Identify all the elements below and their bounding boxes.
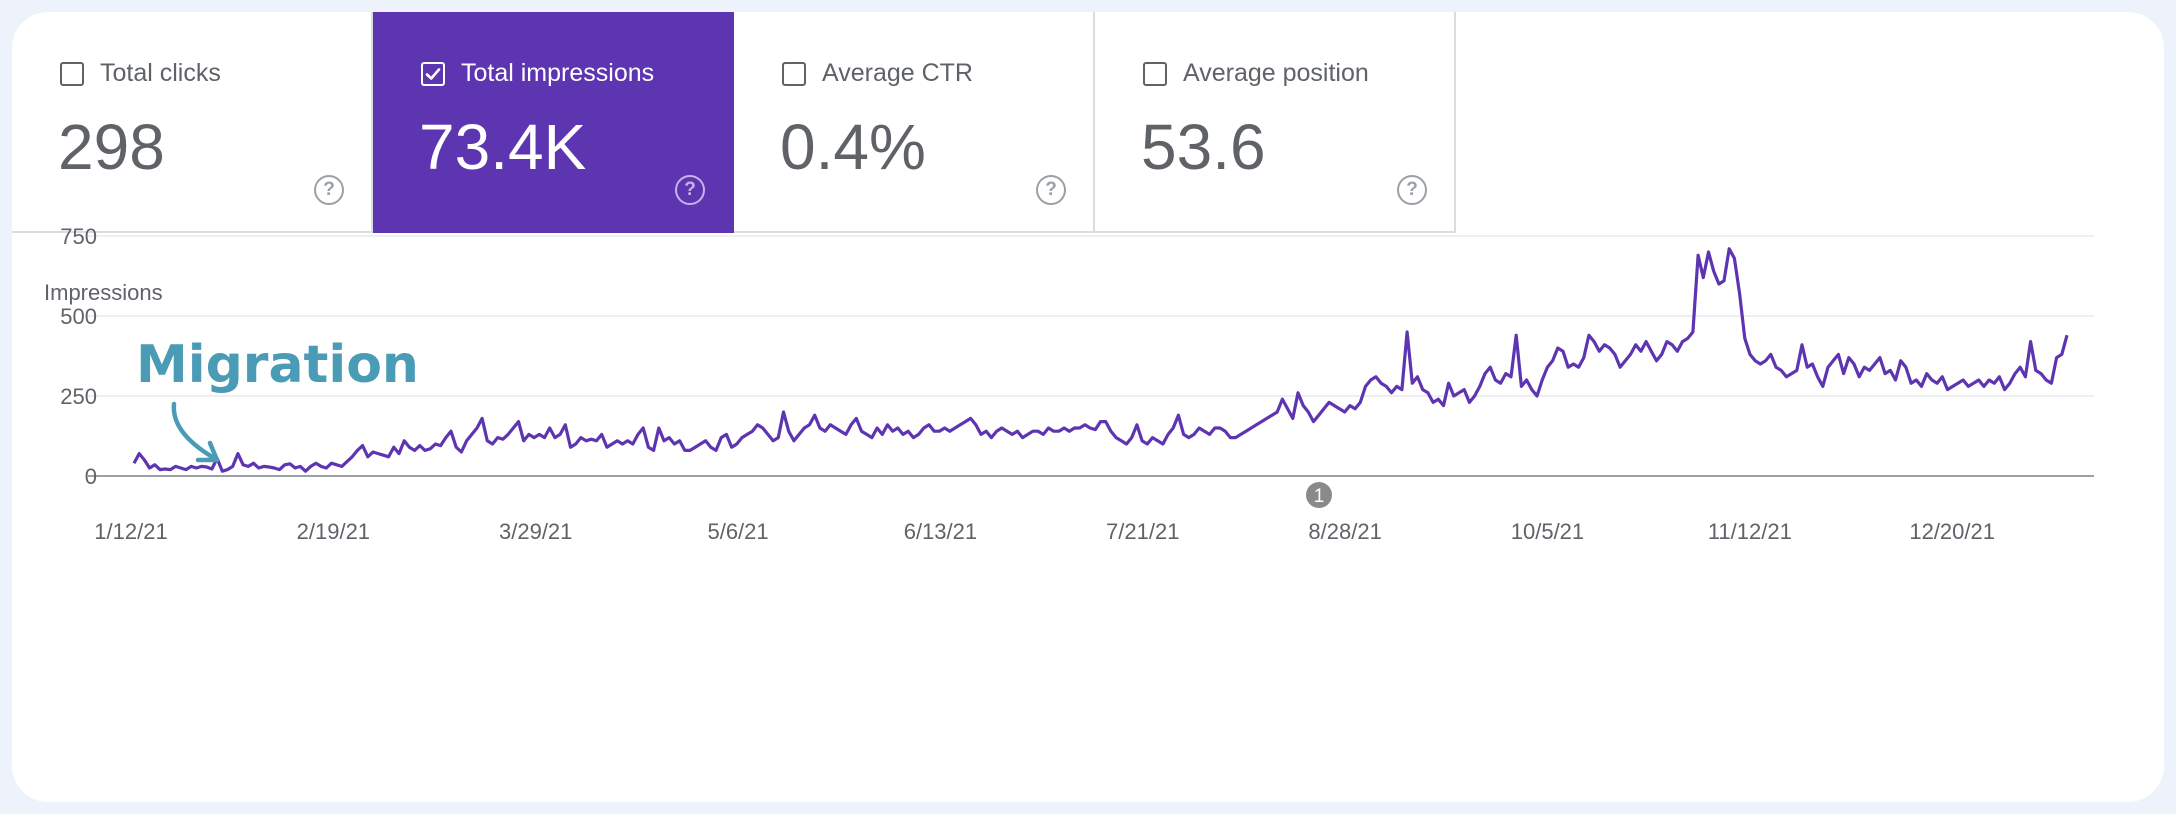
migration-arrow [171, 401, 217, 461]
x-tick-label: 12/20/21 [1909, 519, 1995, 544]
migration-annotation: Migration [136, 335, 419, 395]
metric-label: Total clicks [100, 59, 221, 87]
metric-label: Total impressions [461, 59, 655, 87]
y-tick-label: 500 [60, 304, 97, 329]
metric-total-impressions[interactable]: Total impressions 73.4K ? [373, 12, 734, 233]
help-icon[interactable]: ? [1036, 175, 1066, 205]
y-tick-label: 750 [60, 224, 97, 249]
metric-average-ctr[interactable]: Average CTR 0.4% ? [734, 12, 1095, 233]
metric-average-position[interactable]: Average position 53.6 ? [1095, 12, 1456, 233]
x-tick-label: 5/6/21 [707, 519, 768, 544]
metric-value: 53.6 [1141, 111, 1266, 183]
event-marker-label: 1 [1314, 486, 1325, 507]
performance-card: Total clicks 298 ? Total impressions 73.… [12, 12, 2164, 802]
y-axis-label: Impressions [44, 280, 163, 305]
metric-value: 0.4% [780, 111, 926, 183]
impressions-chart: 0 250 500 750 1/12/21 2/19/21 3/29/21 5/6/21 6/… [60, 224, 2094, 544]
x-tick-label: 3/29/21 [499, 519, 572, 544]
annotations: Migration 1 [136, 335, 1332, 508]
checkbox-icon[interactable] [60, 62, 84, 86]
checkbox-checked-icon[interactable] [421, 62, 445, 86]
metric-value: 73.4K [419, 111, 587, 183]
x-tick-label: 8/28/21 [1308, 519, 1381, 544]
impressions-series-line[interactable] [132, 247, 2069, 473]
x-tick-label: 10/5/21 [1511, 519, 1584, 544]
event-marker[interactable] [1306, 482, 1332, 508]
metric-label: Average CTR [822, 59, 973, 87]
metric-value: 298 [58, 111, 165, 183]
y-tick-labels: 0 250 500 750 [60, 224, 97, 489]
checkbox-icon[interactable] [1143, 62, 1167, 86]
grid-lines [88, 235, 2094, 477]
y-tick-label: 250 [60, 384, 97, 409]
metric-label: Average position [1183, 59, 1369, 87]
x-tick-labels: 1/12/21 2/19/21 3/29/21 5/6/21 6/13/21 7/21/2… [94, 519, 1995, 544]
help-icon[interactable]: ? [314, 175, 344, 205]
help-icon[interactable]: ? [1397, 175, 1427, 205]
x-tick-label: 1/12/21 [94, 519, 167, 544]
migration-arrowhead [195, 440, 220, 463]
metric-total-clicks[interactable]: Total clicks 298 ? [12, 12, 373, 233]
x-tick-label: 6/13/21 [904, 519, 977, 544]
x-tick-label: 7/21/21 [1106, 519, 1179, 544]
x-tick-label: 2/19/21 [297, 519, 370, 544]
y-tick-label: 0 [85, 464, 97, 489]
metric-tabs: Total clicks 298 ? Total impressions 73.… [12, 12, 1456, 233]
help-icon[interactable]: ? [675, 175, 705, 205]
x-tick-label: 11/12/21 [1708, 519, 1792, 544]
checkbox-icon[interactable] [782, 62, 806, 86]
